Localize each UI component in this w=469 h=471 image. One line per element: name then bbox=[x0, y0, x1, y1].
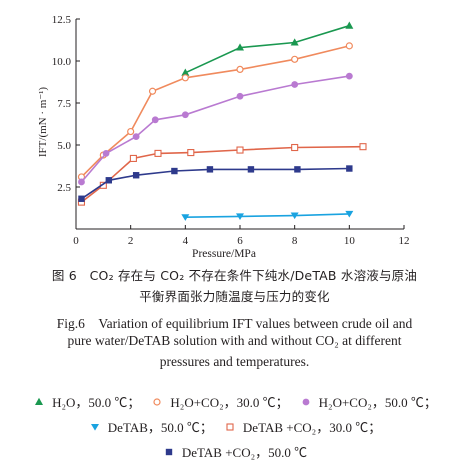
data-point bbox=[148, 87, 157, 95]
series-3 bbox=[181, 210, 354, 221]
x-tick-label: 4 bbox=[183, 235, 189, 247]
series-4 bbox=[77, 143, 367, 206]
data-point bbox=[345, 72, 353, 80]
x-tick-label: 0 bbox=[73, 235, 79, 247]
axes: 0 2 4 6 8 10 12 2.5 5.0 7.5 10.0 12.5 bbox=[52, 14, 410, 247]
data-point bbox=[129, 154, 137, 162]
series-layer bbox=[77, 21, 367, 221]
series-line bbox=[81, 145, 364, 203]
data-point bbox=[345, 21, 354, 29]
legend-marker-icon bbox=[162, 447, 176, 457]
caption-cn-line2: 平衡界面张力随温度与压力的变化 bbox=[139, 289, 330, 304]
y-tick-label: 10.0 bbox=[52, 56, 72, 68]
legend-marker-shape bbox=[90, 423, 99, 431]
data-point bbox=[236, 146, 244, 154]
series-line bbox=[80, 45, 350, 178]
legend-label: H₂O，50.0 ℃； bbox=[52, 395, 141, 410]
legend-row: DeTAB，50.0 ℃； DeTAB +CO₂，30.0 ℃； bbox=[0, 417, 469, 436]
data-point bbox=[346, 165, 353, 172]
data-point bbox=[187, 149, 195, 157]
legend-label: H₂O+CO₂，50.0 ℃； bbox=[318, 395, 437, 410]
data-point bbox=[345, 210, 354, 218]
y-tick-label: 12.5 bbox=[52, 14, 72, 26]
data-point bbox=[181, 111, 189, 119]
data-point bbox=[236, 213, 244, 220]
series-2 bbox=[78, 72, 353, 186]
series-line bbox=[184, 24, 350, 74]
caption-en-line1: Fig.6 Variation of equilibrium IFT value… bbox=[56, 316, 413, 331]
legend-label: DeTAB，50.0 ℃； bbox=[107, 420, 213, 435]
data-point bbox=[105, 177, 112, 184]
data-point bbox=[78, 195, 85, 202]
legend-row: H₂O，50.0 ℃； H₂O+CO₂，30.0 ℃； H₂O+CO₂，50.0 ℃… bbox=[0, 392, 469, 411]
data-point bbox=[132, 133, 140, 141]
series-1 bbox=[77, 42, 353, 181]
series-0 bbox=[181, 21, 354, 76]
data-point bbox=[181, 68, 190, 76]
data-point bbox=[294, 166, 301, 173]
data-point bbox=[78, 178, 85, 186]
legend-marker-icon bbox=[299, 397, 313, 407]
legend-item: H₂O，50.0 ℃； bbox=[32, 392, 140, 411]
legend-row: DeTAB +CO₂，50.0 ℃ bbox=[0, 442, 469, 461]
series-line bbox=[80, 75, 350, 183]
data-point bbox=[290, 212, 299, 220]
data-point bbox=[181, 74, 189, 82]
data-point bbox=[291, 81, 299, 88]
y-tick-label: 7.5 bbox=[57, 98, 71, 110]
caption-en-line3: pressures and temperatures. bbox=[159, 354, 310, 369]
data-point bbox=[236, 43, 244, 51]
x-tick-label: 2 bbox=[128, 235, 134, 247]
data-point bbox=[345, 42, 353, 50]
legend-marker-icon bbox=[150, 397, 164, 407]
data-point bbox=[151, 116, 159, 124]
x-tick-label: 6 bbox=[237, 235, 243, 247]
data-point bbox=[291, 55, 299, 63]
data-point bbox=[132, 172, 140, 179]
data-point bbox=[127, 127, 135, 136]
data-point bbox=[236, 65, 244, 74]
series-5 bbox=[78, 165, 353, 202]
series-line bbox=[81, 167, 350, 200]
data-point bbox=[102, 150, 110, 157]
y-tick-label: 2.5 bbox=[57, 182, 71, 194]
data-point bbox=[291, 143, 299, 152]
data-point bbox=[359, 143, 367, 151]
caption-cn-line1: 图 6 CO₂ 存在与 CO₂ 不存在条件下纯水/DeTAB 水溶液与原油 bbox=[51, 268, 418, 283]
legend-label: DeTAB +CO₂，30.0 ℃； bbox=[242, 420, 382, 435]
data-point bbox=[171, 167, 178, 175]
ift-chart: 0 2 4 6 8 10 122.55.07.510.012.5 Pressure/MPa … bbox=[37, 14, 410, 260]
x-tick-label: 10 bbox=[344, 235, 356, 247]
data-point bbox=[290, 38, 299, 46]
legend-marker-shape bbox=[153, 397, 162, 406]
legend-marker-shape bbox=[35, 397, 44, 405]
legend-label: DeTAB +CO₂，50.0 ℃ bbox=[181, 445, 308, 460]
legend-marker-icon bbox=[223, 422, 237, 432]
legend-marker-shape bbox=[226, 422, 234, 431]
x-tick-label: 8 bbox=[292, 235, 298, 247]
legend-item: H₂O+CO₂，30.0 ℃； bbox=[150, 392, 289, 411]
data-point bbox=[236, 92, 244, 100]
x-tick-label: 12 bbox=[399, 235, 410, 247]
data-point bbox=[181, 214, 190, 221]
data-point bbox=[206, 166, 214, 173]
x-axis-label: Pressure/MPa bbox=[192, 248, 256, 260]
caption-en-line2: pure water/DeTAB solution with and witho… bbox=[67, 333, 402, 348]
y-tick-label: 5.0 bbox=[57, 140, 71, 152]
legend-item: DeTAB +CO₂，30.0 ℃； bbox=[223, 417, 381, 436]
legend-label: H₂O+CO₂，30.0 ℃； bbox=[170, 395, 289, 410]
legend-marker-shape bbox=[302, 398, 310, 405]
legend-marker-icon bbox=[88, 422, 102, 432]
legend-marker-icon bbox=[32, 397, 46, 407]
data-point bbox=[247, 166, 255, 173]
legend-item: H₂O+CO₂，50.0 ℃； bbox=[299, 392, 437, 411]
legend-item: DeTAB +CO₂，50.0 ℃ bbox=[162, 442, 307, 461]
y-axis-label: IFT/(mN · m⁻¹) bbox=[37, 87, 49, 158]
legend-marker-shape bbox=[165, 448, 173, 455]
legend-item: DeTAB，50.0 ℃； bbox=[88, 417, 213, 436]
data-point bbox=[154, 149, 162, 157]
series-line bbox=[185, 213, 350, 218]
